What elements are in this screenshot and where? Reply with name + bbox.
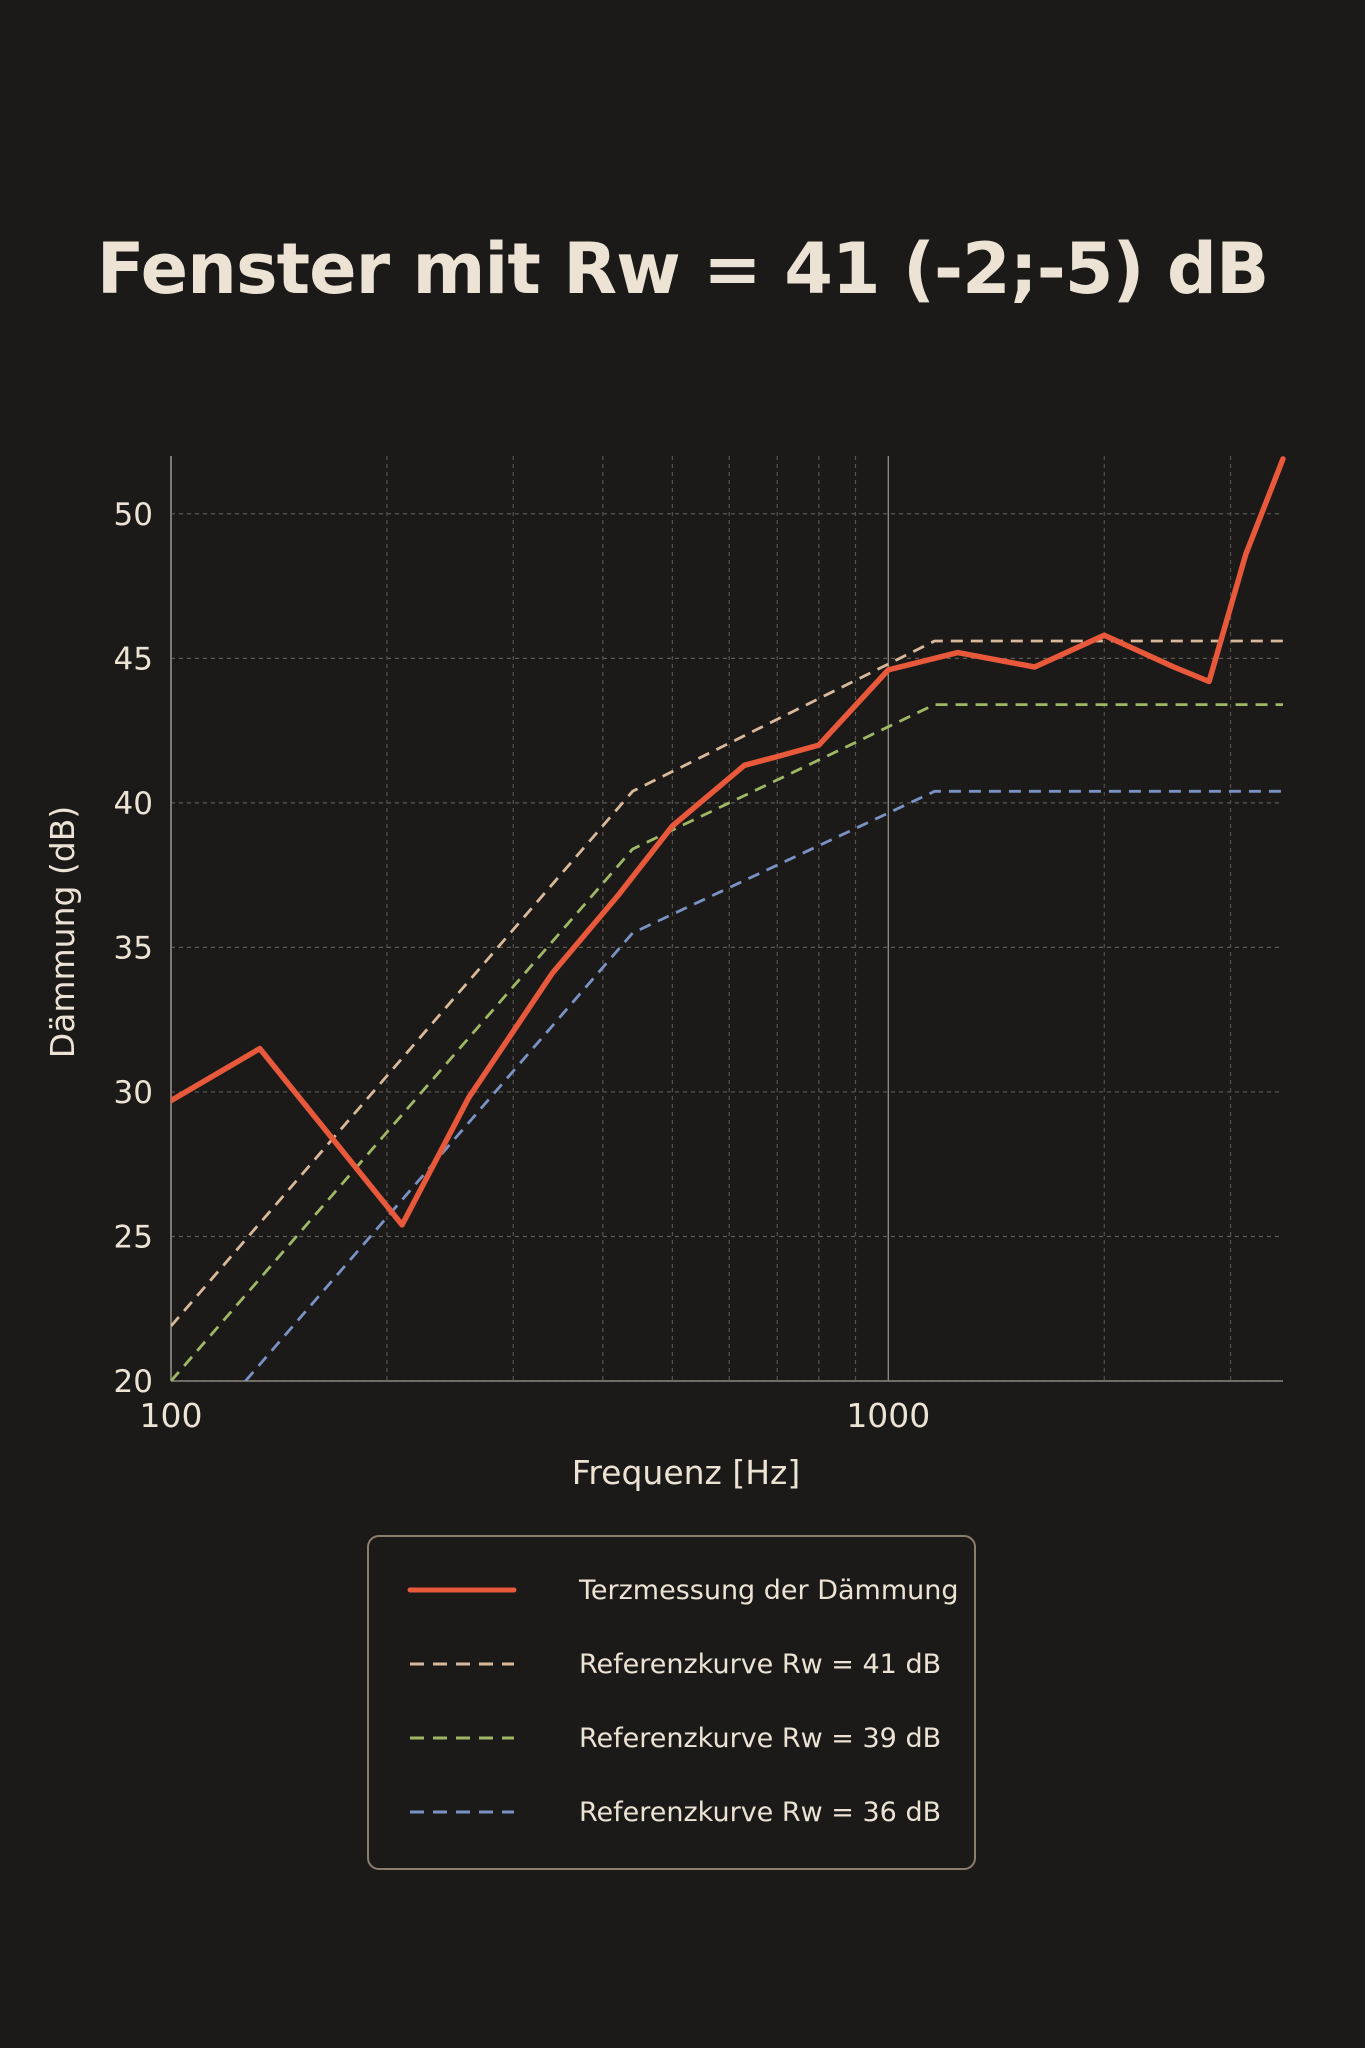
y-tick-label: 20 <box>114 1364 153 1400</box>
legend-item-ref-39: Referenzkurve Rw = 39 dB <box>407 1717 947 1757</box>
y-tick-label: 50 <box>114 497 153 533</box>
series <box>171 456 1286 1381</box>
x-tick-label: 1000 <box>846 1396 930 1435</box>
y-tick-label: 45 <box>114 641 153 677</box>
tick-labels: 20 25 30 35 40 45 50 100 1000 <box>114 497 931 1435</box>
reference-line-3 <box>244 789 1283 1381</box>
reference-line-2 <box>171 703 1283 1381</box>
legend-swatch-measurement <box>407 1587 517 1593</box>
y-axis-label: Dämmung (dB) <box>43 806 82 1059</box>
y-tick-label: 25 <box>114 1219 153 1255</box>
y-tick-label: 40 <box>114 786 153 822</box>
legend-label-ref-36: Referenzkurve Rw = 36 dB <box>579 1797 942 1828</box>
legend: Terzmessung der Dämmung Referenzkurve Rw… <box>367 1535 976 1870</box>
legend-item-measurement: Terzmessung der Dämmung <box>407 1569 959 1609</box>
grid <box>170 456 1283 1382</box>
axes <box>170 456 1283 1382</box>
reference-line-1 <box>171 639 1283 1328</box>
x-tick-label: 100 <box>140 1396 203 1435</box>
legend-item-ref-41: Referenzkurve Rw = 41 dB <box>407 1643 947 1683</box>
y-tick-label: 35 <box>114 930 153 966</box>
legend-swatch-ref-36 <box>410 1810 514 1814</box>
legend-label-ref-41: Referenzkurve Rw = 41 dB <box>579 1649 942 1680</box>
chart-title: Fenster mit Rw = 41 (-2;-5) dB <box>96 228 1270 310</box>
legend-item-ref-36: Referenzkurve Rw = 36 dB <box>407 1791 947 1831</box>
legend-label-measurement: Terzmessung der Dämmung <box>579 1575 959 1606</box>
legend-label-ref-39: Referenzkurve Rw = 39 dB <box>579 1723 942 1754</box>
measurement-line <box>171 456 1286 1228</box>
y-tick-label: 30 <box>114 1075 153 1111</box>
x-axis-label: Frequenz [Hz] <box>572 1453 801 1492</box>
legend-swatch-ref-39 <box>410 1736 514 1740</box>
legend-swatch-ref-41 <box>410 1662 514 1666</box>
